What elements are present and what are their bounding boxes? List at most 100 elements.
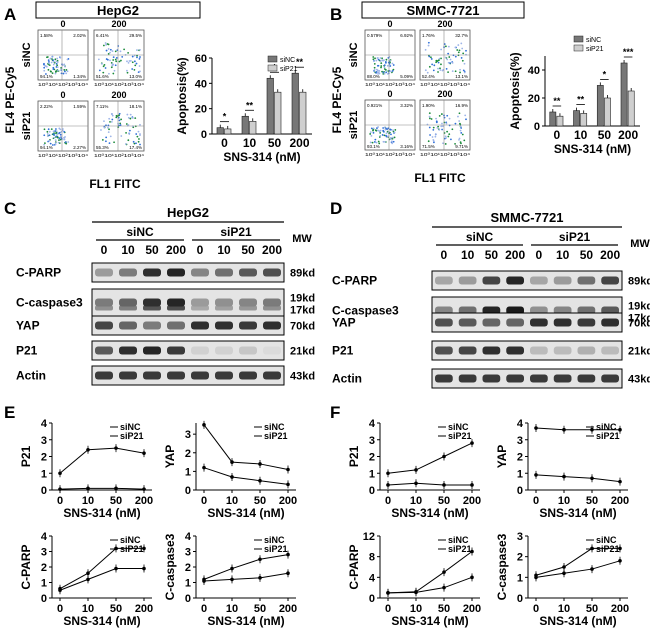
flow-event bbox=[378, 69, 381, 72]
blot-band bbox=[239, 346, 257, 355]
flow-event bbox=[108, 142, 111, 144]
blot-band bbox=[95, 268, 113, 277]
flow-event bbox=[386, 128, 388, 131]
bar-y-tick-label: 60 bbox=[195, 53, 207, 65]
flow-event bbox=[371, 141, 374, 144]
blot-band bbox=[506, 346, 524, 355]
flow-event bbox=[115, 60, 118, 63]
flow-event bbox=[139, 56, 141, 58]
flow-event bbox=[437, 125, 440, 128]
flow-event bbox=[111, 118, 114, 121]
blot-band bbox=[577, 374, 596, 383]
bar-siP21 bbox=[274, 91, 282, 135]
flow-event bbox=[54, 72, 57, 75]
flow-event bbox=[465, 49, 467, 52]
line-y-label: YAP bbox=[495, 445, 509, 469]
flow-event bbox=[382, 71, 385, 74]
bar-y-label: Apoptosis(%) bbox=[175, 57, 189, 134]
bar-siNC bbox=[596, 85, 604, 127]
flow-event bbox=[369, 141, 372, 144]
bar-siNC bbox=[241, 115, 249, 135]
flow-event bbox=[109, 120, 111, 123]
flow-event bbox=[394, 129, 397, 131]
quadrant-pct-ur: 32.7% bbox=[455, 33, 468, 38]
flow-event bbox=[451, 70, 454, 73]
bar-siP21 bbox=[224, 128, 232, 135]
flow-event bbox=[447, 135, 450, 138]
line-x-tick-label: 10 bbox=[226, 495, 238, 507]
blot-band bbox=[191, 346, 209, 355]
flow-event bbox=[447, 45, 450, 48]
flow-event bbox=[49, 142, 52, 145]
quadrant-pct-ul: 1.76% bbox=[422, 33, 435, 38]
flow-event bbox=[127, 116, 130, 119]
flow-event bbox=[52, 68, 55, 71]
quadrant-pct-ur: 6.92% bbox=[400, 33, 413, 38]
flow-event bbox=[55, 70, 57, 73]
bar-x-tick-label: 10 bbox=[243, 136, 257, 150]
bar-siNC bbox=[573, 110, 580, 127]
flow-event bbox=[48, 134, 51, 137]
flow-event bbox=[393, 136, 396, 139]
blot-band bbox=[119, 371, 137, 380]
quadrant-pct-ur: 29.5% bbox=[129, 33, 142, 38]
blot-row-label: P21 bbox=[332, 344, 354, 358]
flow-event bbox=[428, 112, 431, 115]
flow-event bbox=[123, 48, 126, 51]
line-y-tick-label: 1 bbox=[41, 578, 47, 590]
flow-event bbox=[120, 59, 122, 62]
quadrant-pct-ur: 2.02% bbox=[73, 33, 86, 38]
bar-siP21 bbox=[580, 113, 588, 127]
flow-event bbox=[111, 63, 114, 65]
line-x-tick-label: 50 bbox=[438, 495, 450, 507]
flow-event bbox=[64, 141, 67, 144]
bar-siNC bbox=[620, 62, 628, 127]
flow-event bbox=[436, 60, 439, 62]
line-y-label: C-PARP bbox=[19, 544, 33, 589]
flow-event bbox=[377, 126, 379, 128]
line-x-tick-label: 50 bbox=[110, 603, 122, 615]
flow-event bbox=[127, 51, 130, 54]
blot-band bbox=[191, 321, 209, 330]
lane-dose-label: 10 bbox=[461, 248, 475, 262]
flow-event bbox=[67, 141, 70, 143]
line-x-tick-label: 200 bbox=[611, 603, 629, 615]
flow-event bbox=[46, 56, 48, 59]
blot-strip bbox=[431, 270, 623, 291]
blot-strip bbox=[91, 262, 285, 283]
flow-event bbox=[107, 126, 109, 129]
flow-event bbox=[54, 142, 57, 144]
flow-event bbox=[128, 129, 131, 132]
flow-event bbox=[437, 67, 439, 70]
flow-event bbox=[128, 132, 130, 135]
flow-event bbox=[109, 59, 111, 62]
blot-row-label: C-caspase3 bbox=[332, 304, 399, 318]
flow-event bbox=[47, 68, 50, 71]
flow-event bbox=[383, 64, 386, 67]
legend-swatch bbox=[267, 55, 278, 63]
flow-event bbox=[137, 140, 140, 143]
blot-band bbox=[458, 346, 477, 355]
flow-event bbox=[374, 57, 376, 60]
flow-event bbox=[63, 136, 65, 139]
flow-event bbox=[391, 142, 394, 145]
flow-event bbox=[431, 63, 434, 66]
flow-event bbox=[377, 64, 380, 67]
flow-event bbox=[376, 127, 378, 130]
blot-band bbox=[215, 298, 233, 307]
flow-event bbox=[383, 66, 386, 69]
cell-line-title-A: HepG2 bbox=[97, 3, 139, 18]
flow-event bbox=[52, 59, 55, 62]
flow-event bbox=[386, 64, 389, 67]
bar-x-label: SNS-314 (nM) bbox=[223, 150, 300, 164]
blot-band bbox=[263, 321, 281, 330]
series-line-siNC bbox=[535, 547, 620, 576]
panel-letter-C: C bbox=[4, 199, 16, 218]
blot-band bbox=[167, 321, 185, 330]
bar-siP21 bbox=[627, 90, 635, 127]
flow-event bbox=[128, 60, 131, 62]
flow-event bbox=[115, 57, 118, 59]
legend-label: siNC bbox=[448, 422, 469, 432]
flow-event bbox=[48, 64, 51, 67]
